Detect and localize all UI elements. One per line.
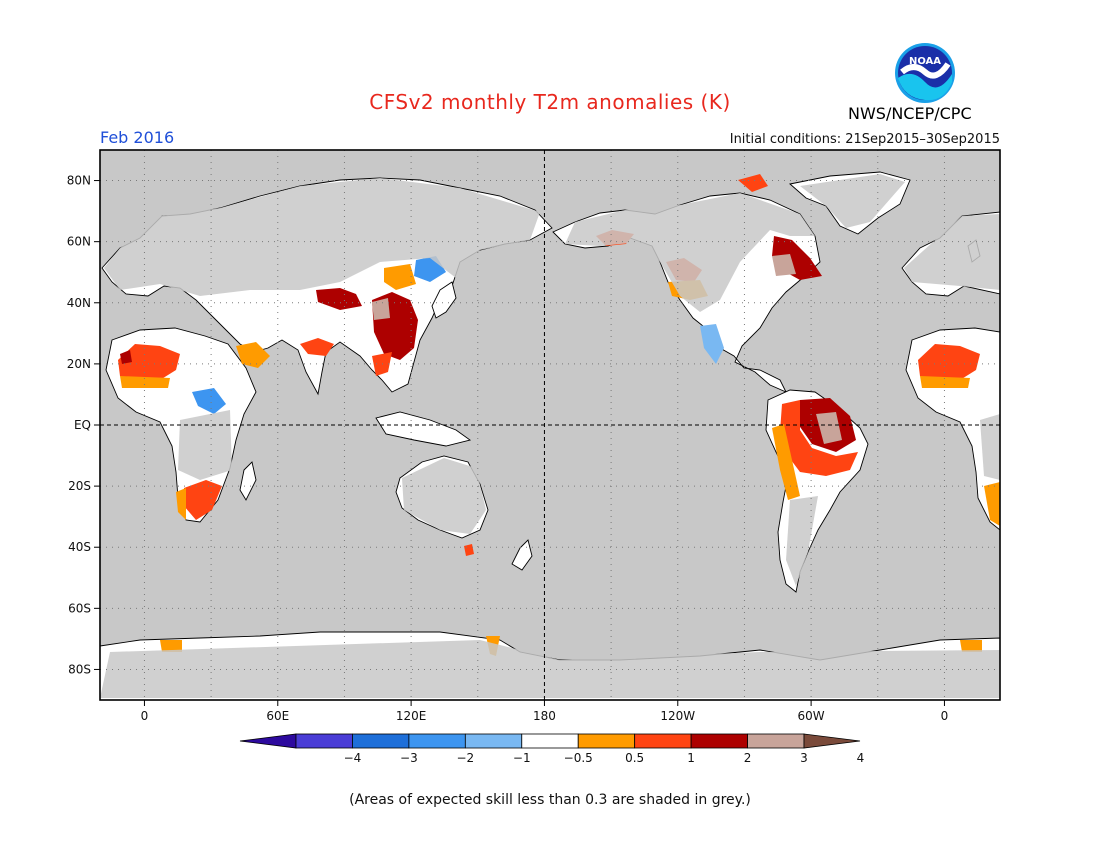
colorbar-label: 2: [744, 751, 752, 765]
colorbar-label: 4: [857, 751, 865, 765]
colorbar-swatch: [464, 733, 523, 749]
colorbar-swatch: [408, 733, 466, 749]
colorbar-swatch: [352, 733, 410, 749]
latitude-tick-label: 20S: [68, 479, 91, 493]
noaa-logo-text: NOAA: [909, 56, 941, 67]
anomaly-quebec-brown: [772, 254, 796, 276]
anomaly-mongolia: [316, 288, 362, 310]
anomaly-manchuria-warm: [384, 264, 416, 290]
colorbar: −4 −3 −2 −1 −0.5 0.5 1 2 3 4: [239, 733, 865, 765]
latitude-tick-label: 60N: [67, 235, 91, 249]
colorbar-swatch: [690, 733, 748, 749]
anomaly-india: [300, 338, 334, 356]
latitude-tick-label: EQ: [74, 418, 91, 432]
colorbar-high-triangle: [803, 733, 861, 749]
anomaly-north-africa: [118, 344, 180, 382]
anomaly-mexico-cool: [700, 324, 724, 364]
anomaly-south-america-edge: [772, 424, 800, 500]
colorbar-swatch: [521, 733, 579, 749]
anomaly-arabia: [236, 342, 270, 368]
colorbar-label: 1: [687, 751, 695, 765]
anomaly-china-brown: [372, 298, 390, 320]
mask-africa-wrap: [980, 414, 1000, 480]
mask-europe-wrap: [904, 214, 1000, 290]
mask-eurasia-north: [104, 178, 540, 296]
mask-australia: [402, 458, 486, 534]
anomaly-south-africa-edge: [176, 488, 186, 520]
anomaly-arctic-canada: [738, 174, 768, 192]
colorbar-swatch: [747, 733, 805, 749]
map-title: CFSv2 monthly T2m anomalies (K): [369, 90, 731, 114]
axis-labels: 80N 60N 40N 20N EQ 20S 40S 60S 80S 0 60E 120E 180 120…: [67, 174, 949, 723]
anomaly-north-africa-edge: [120, 376, 170, 388]
longitude-tick-label: 120E: [396, 709, 427, 723]
latitude-tick-label: 60S: [68, 601, 91, 615]
anomaly-south-america-warm: [780, 400, 858, 476]
longitude-tick-label: 60W: [798, 709, 825, 723]
latitude-tick-label: 20N: [67, 357, 91, 371]
noaa-logo-icon: NOAA: [895, 43, 955, 103]
mask-greenland: [800, 174, 905, 228]
colorbar-label: −4: [344, 751, 362, 765]
colorbar-label: −0.5: [564, 751, 593, 765]
colorbar-label: −2: [456, 751, 474, 765]
mask-south-america-south: [786, 496, 818, 586]
mask-north-america: [565, 193, 815, 312]
colorbar-low-triangle: [239, 733, 297, 749]
colorbar-swatch: [634, 733, 692, 749]
forecast-month-label: Feb 2016: [100, 128, 175, 147]
colorbar-swatch: [295, 733, 353, 749]
longitude-tick-label: 180: [533, 709, 556, 723]
longitude-tick-label: 0: [941, 709, 949, 723]
latitude-tick-label: 80S: [68, 662, 91, 676]
anomaly-amazon-brown: [816, 412, 842, 444]
initial-conditions-label: Initial conditions: 21Sep2015–30Sep2015: [729, 132, 1000, 147]
longitude-tick-label: 60E: [266, 709, 289, 723]
colorbar-label: 3: [800, 751, 808, 765]
colorbar-swatch: [577, 733, 636, 749]
anomaly-antarctic-1: [160, 640, 182, 652]
latitude-tick-label: 80N: [67, 174, 91, 188]
latitude-tick-label: 40S: [68, 540, 91, 554]
longitude-tick-label: 120W: [660, 709, 695, 723]
colorbar-label: 0.5: [625, 751, 644, 765]
anomaly-south-africa: [184, 480, 222, 520]
agency-label: NWS/NCEP/CPC: [848, 104, 972, 123]
anomaly-north-africa-wrap: [918, 344, 980, 382]
colorbar-label: −3: [400, 751, 418, 765]
japan-outline: [431, 281, 457, 319]
anomaly-south-africa-wrap: [984, 482, 1000, 526]
colorbar-label: −1: [513, 751, 531, 765]
anomaly-north-africa-wrap-edge: [920, 376, 970, 388]
skill-footnote: (Areas of expected skill less than 0.3 a…: [349, 792, 751, 808]
anomaly-north-africa-core: [120, 350, 132, 364]
anomaly-east-africa-cool: [192, 388, 226, 414]
madagascar-outline: [239, 461, 257, 501]
low-skill-mask: [100, 174, 1000, 698]
indonesia-outline: [375, 411, 472, 447]
lat-lon-grid: [100, 150, 1000, 700]
longitude-tick-label: 0: [141, 709, 149, 723]
latitude-tick-label: 40N: [67, 296, 91, 310]
mask-central-africa: [178, 410, 232, 480]
anomaly-antarctic-3: [960, 640, 982, 652]
